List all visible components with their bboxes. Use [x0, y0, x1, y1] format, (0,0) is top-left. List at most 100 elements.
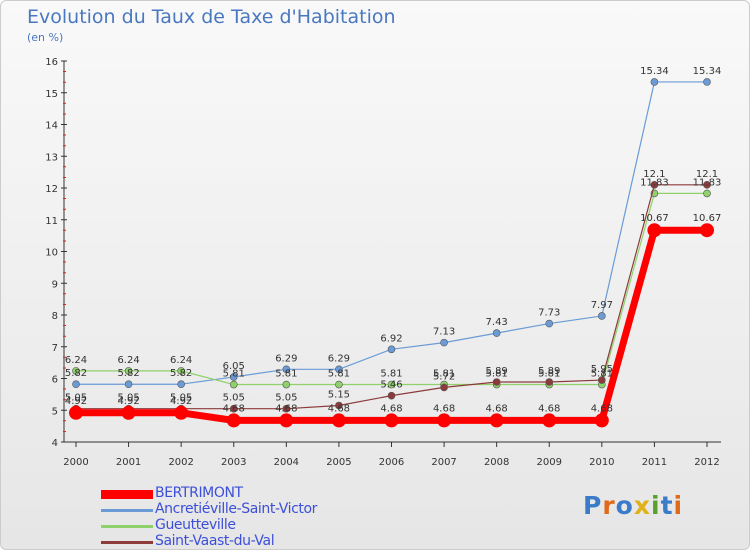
data-point: [121, 405, 136, 420]
data-point: [437, 413, 452, 428]
logo-letter: o: [615, 491, 634, 520]
data-point: [174, 405, 189, 420]
x-tick-label: 2011: [642, 457, 667, 468]
y-tick-label: 15: [45, 89, 58, 100]
data-label: 4.68: [328, 403, 350, 414]
data-point: [647, 223, 662, 238]
data-point: [489, 413, 504, 428]
data-label: 6.92: [380, 333, 402, 344]
legend-swatch: [101, 509, 153, 512]
data-point: [545, 378, 554, 386]
data-label: 12.1: [643, 169, 665, 180]
data-label: 5.95: [591, 364, 613, 375]
data-label: 6.05: [223, 361, 245, 372]
data-point: [335, 401, 343, 410]
data-point: [279, 413, 294, 428]
data-label: 5.81: [486, 369, 508, 380]
data-point: [492, 378, 501, 386]
data-label: 6.24: [65, 355, 87, 366]
data-label: 5.05: [65, 393, 87, 404]
data-label: 4.68: [380, 403, 402, 414]
data-label: 5.05: [170, 393, 192, 404]
data-point: [177, 380, 185, 389]
data-point: [650, 78, 659, 86]
data-point: [492, 329, 501, 337]
data-point: [335, 380, 343, 389]
legend-label: Ancretiéville-Saint-Victor: [155, 501, 318, 517]
proxiti-logo: Proxiti: [583, 491, 683, 520]
data-label: 10.67: [693, 213, 722, 224]
data-label: 7.73: [538, 308, 560, 319]
y-tick-label: 5: [52, 406, 58, 417]
data-point: [440, 338, 448, 347]
data-label: 5.82: [170, 368, 192, 379]
x-tick-label: 2005: [326, 457, 351, 468]
data-label: 12.1: [696, 169, 718, 180]
data-label: 5.81: [433, 369, 455, 380]
data-point: [177, 367, 185, 375]
data-label: 15.34: [693, 66, 722, 77]
data-label: 5.81: [223, 369, 245, 380]
legend-label: BERTRIMONT: [155, 485, 243, 501]
data-label: 4.92: [170, 396, 192, 407]
data-point: [598, 376, 606, 384]
data-label: 5.82: [117, 368, 139, 379]
y-tick-label: 4: [52, 438, 58, 449]
data-point: [124, 367, 133, 375]
data-point: [282, 404, 291, 413]
data-point: [282, 365, 291, 374]
x-tick-label: 2010: [589, 457, 614, 468]
data-point: [229, 404, 238, 413]
data-point: [229, 373, 238, 381]
data-point: [331, 413, 346, 428]
y-tick-label: 12: [45, 184, 58, 195]
data-point: [282, 380, 291, 389]
x-tick-label: 2006: [379, 457, 404, 468]
data-label: 5.15: [328, 389, 350, 400]
x-tick-label: 2002: [168, 457, 193, 468]
x-tick-label: 2008: [484, 457, 509, 468]
data-point: [650, 181, 659, 189]
y-tick-label: 7: [52, 343, 58, 354]
data-label: 4.68: [275, 403, 297, 414]
data-label: 5.81: [591, 369, 613, 380]
data-point: [229, 380, 238, 389]
data-label: 4.68: [433, 403, 455, 414]
legend-swatch: [101, 525, 153, 528]
data-point: [335, 365, 343, 374]
chart-unit-label: (en %): [27, 31, 64, 44]
data-label: 7.97: [591, 300, 613, 311]
y-tick-label: 11: [45, 216, 58, 227]
data-label: 7.43: [486, 317, 508, 328]
data-point: [69, 405, 83, 420]
data-point: [384, 413, 399, 428]
data-label: 4.92: [117, 396, 139, 407]
legend-swatch: [101, 541, 153, 544]
data-label: 5.81: [275, 369, 297, 380]
x-tick-label: 2009: [537, 457, 562, 468]
logo-letter: x: [633, 491, 651, 520]
chart-title: Evolution du Taux de Taxe d'Habitation: [27, 6, 396, 28]
data-label: 4.68: [486, 403, 508, 414]
data-label: 10.67: [640, 213, 669, 224]
data-point: [72, 367, 80, 375]
data-point: [226, 413, 241, 428]
data-label: 15.34: [640, 66, 669, 77]
legend-label: Saint-Vaast-du-Val: [155, 533, 275, 549]
data-label: 6.29: [275, 353, 297, 364]
data-point: [124, 380, 133, 389]
data-label: 5.89: [486, 366, 508, 377]
x-tick-label: 2012: [694, 457, 719, 468]
x-tick-label: 2004: [274, 457, 299, 468]
y-tick-label: 6: [52, 375, 58, 386]
data-label: 5.46: [380, 380, 402, 391]
data-point: [703, 78, 711, 86]
data-point: [545, 319, 554, 328]
data-label: 4.68: [223, 403, 245, 414]
legend-swatch: [101, 490, 153, 499]
data-label: 5.72: [433, 371, 455, 382]
data-point: [542, 413, 557, 428]
data-point: [700, 223, 714, 238]
